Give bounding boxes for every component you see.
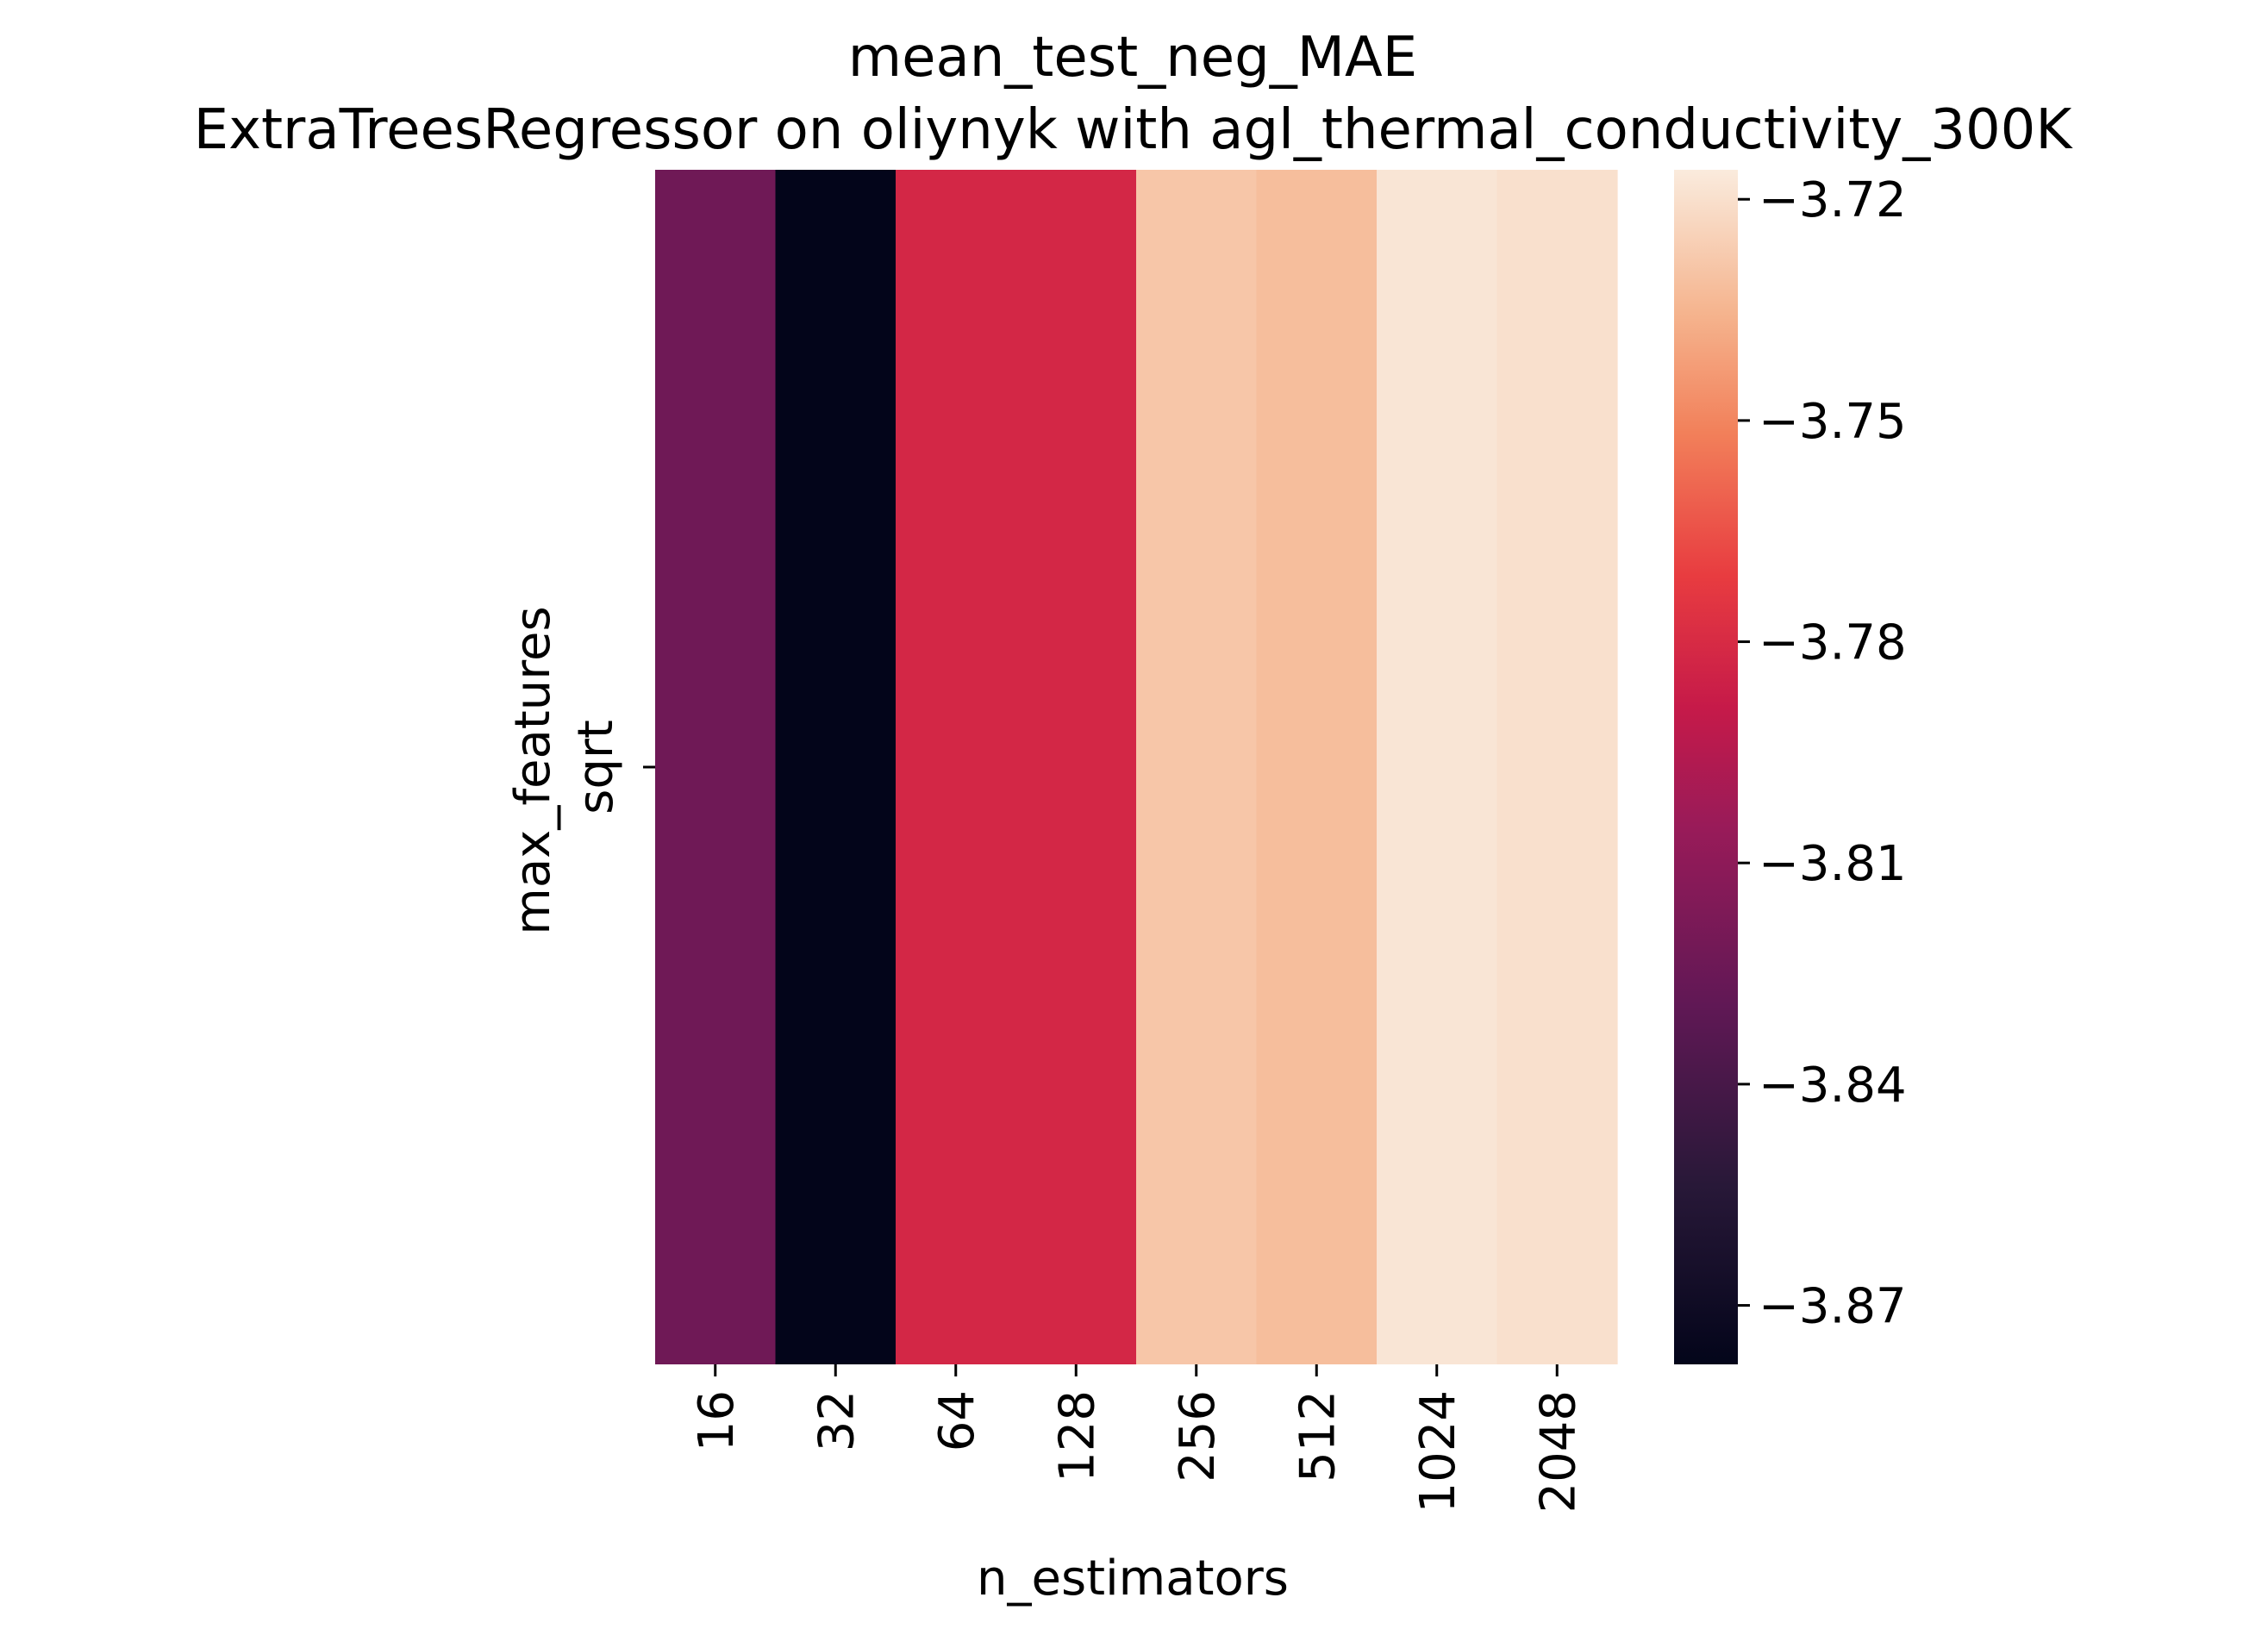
colorbar-tick-label: −3.81 (1759, 836, 1907, 892)
colorbar-tick-label: −3.75 (1759, 394, 1907, 450)
heatmap-cell-1024 (1377, 170, 1498, 1364)
y-axis-label: max_features (505, 606, 561, 934)
y-axis-ticks: sqrt (568, 720, 655, 814)
chart-subtitle: ExtraTreesRegressor on oliynyk with agl_… (194, 98, 2074, 162)
heatmap-cell-128 (1015, 170, 1137, 1364)
colorbar-tick-label: −3.78 (1759, 615, 1907, 671)
heatmap-cell-2048 (1496, 170, 1618, 1364)
x-tick-label: 512 (1290, 1390, 1346, 1482)
x-tick-label: 1024 (1410, 1390, 1466, 1513)
x-axis-label: n_estimators (977, 1551, 1289, 1607)
heatmap-cell-64 (896, 170, 1017, 1364)
y-tick-label: sqrt (568, 720, 624, 814)
x-axis-ticks: 16 32 64 128 256 512 1024 2048 (689, 1364, 1586, 1513)
x-tick-label: 64 (929, 1390, 985, 1451)
heatmap-cell-16 (655, 170, 777, 1364)
x-tick-label: 128 (1049, 1390, 1105, 1482)
colorbar-tick-label: −3.87 (1759, 1279, 1907, 1335)
colorbar-ticks: −3.72 −3.75 −3.78 −3.81 −3.84 −3.87 (1738, 172, 1907, 1335)
heatmap-cell-256 (1136, 170, 1258, 1364)
colorbar-tick-label: −3.72 (1759, 172, 1907, 228)
heatmap-cell-512 (1256, 170, 1378, 1364)
x-tick-label: 2048 (1530, 1390, 1586, 1513)
x-tick-label: 16 (689, 1390, 745, 1451)
colorbar-tick-label: −3.84 (1759, 1058, 1907, 1114)
x-tick-label: 32 (809, 1390, 865, 1451)
colorbar (1674, 170, 1738, 1364)
x-tick-label: 256 (1170, 1390, 1226, 1482)
chart-title: mean_test_neg_MAE (848, 26, 1417, 90)
heatmap-cells (655, 170, 1618, 1364)
heatmap-cell-32 (775, 170, 897, 1364)
